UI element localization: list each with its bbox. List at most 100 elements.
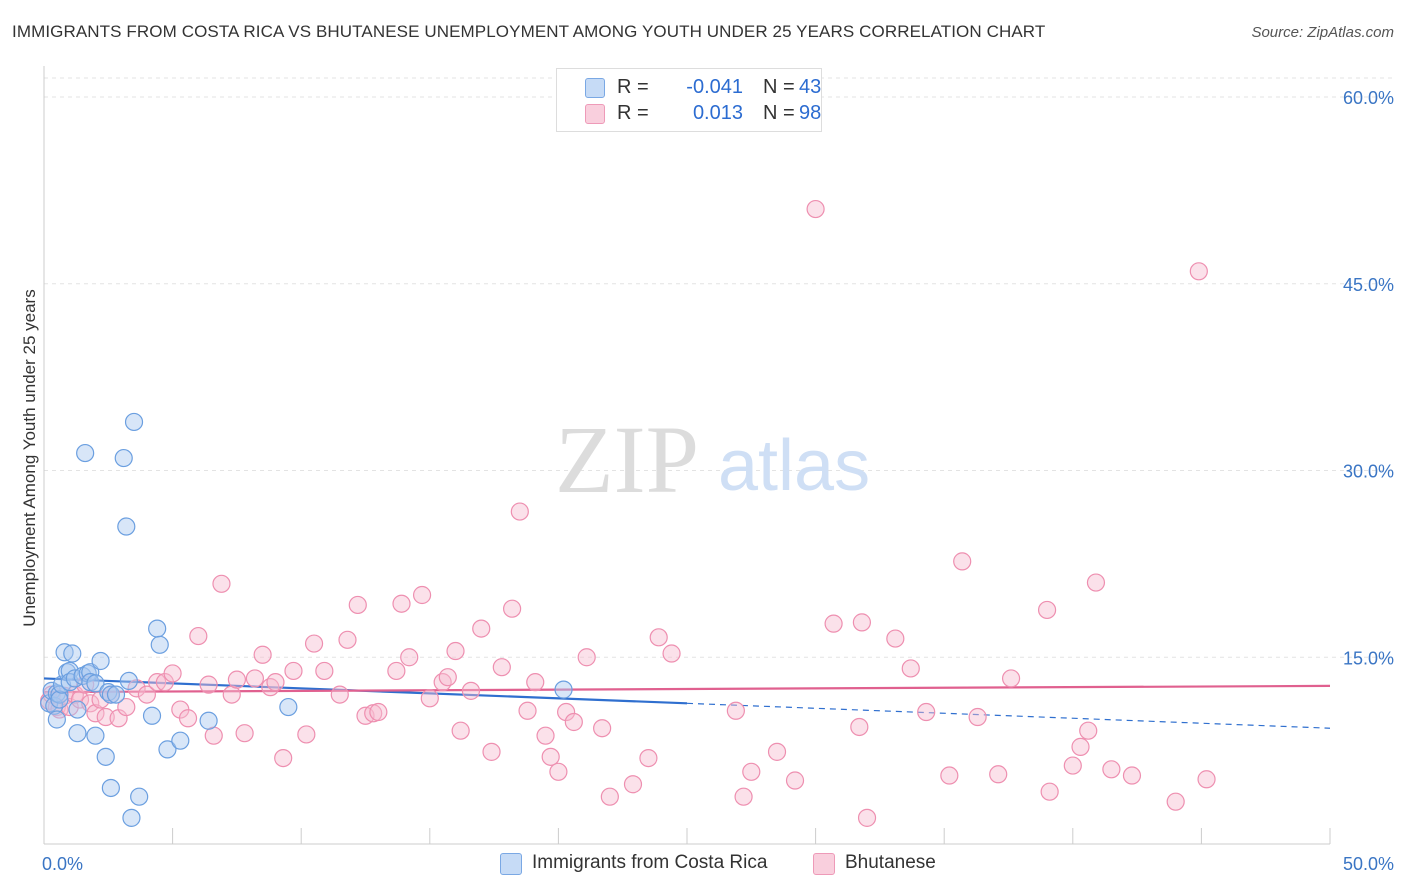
- point-costa-rica: [199, 711, 218, 730]
- point-bhutanese: [901, 659, 920, 678]
- watermark: ZIP atlas: [555, 406, 870, 513]
- point-costa-rica: [96, 747, 115, 766]
- point-bhutanese: [510, 502, 529, 521]
- point-bhutanese: [245, 669, 265, 688]
- point-bhutanese: [968, 707, 987, 727]
- point-bhutanese: [338, 630, 357, 649]
- point-bhutanese: [392, 594, 411, 613]
- point-bhutanese: [446, 641, 465, 661]
- point-costa-rica: [554, 680, 573, 699]
- point-costa-rica: [47, 710, 66, 729]
- point-costa-rica: [114, 448, 133, 468]
- y-tick-label: 45.0%: [1343, 275, 1394, 295]
- r-value: -0.041: [686, 76, 743, 98]
- point-bhutanese: [433, 673, 452, 692]
- point-bhutanese: [886, 629, 905, 648]
- point-bhutanese: [482, 742, 501, 761]
- point-costa-rica: [68, 724, 87, 743]
- point-bhutanese: [235, 724, 254, 743]
- point-bhutanese: [199, 675, 218, 694]
- point-costa-rica: [81, 663, 100, 682]
- point-costa-rica: [86, 726, 105, 745]
- point-bhutanese: [917, 702, 936, 722]
- point-bhutanese: [163, 664, 182, 683]
- axes: [43, 66, 1331, 845]
- y-tick-label: 30.0%: [1343, 462, 1394, 482]
- point-bhutanese: [593, 719, 612, 738]
- legend-swatch-blue: [500, 853, 522, 875]
- point-bhutanese: [526, 673, 545, 692]
- point-bhutanese: [451, 721, 470, 740]
- y-tick-label: 15.0%: [1343, 648, 1394, 668]
- point-costa-rica: [279, 697, 298, 717]
- point-bhutanese: [1166, 792, 1185, 811]
- point-bhutanese: [472, 619, 491, 638]
- point-bhutanese: [117, 697, 136, 717]
- point-bhutanese: [824, 614, 843, 633]
- point-bhutanese: [387, 661, 406, 681]
- y-axis-label: Unemployment Among Youth under 25 years: [20, 289, 39, 627]
- point-costa-rica: [150, 635, 169, 654]
- grid-lines: [44, 77, 1392, 658]
- point-costa-rica: [148, 619, 167, 638]
- point-bhutanese: [348, 595, 367, 615]
- n-label: N =: [763, 76, 795, 98]
- point-bhutanese: [734, 787, 753, 806]
- point-bhutanese: [852, 613, 871, 632]
- correlation-legend: R = -0.041 N = 43 R = 0.013 N = 98: [556, 68, 822, 132]
- legend-label: Immigrants from Costa Rica: [532, 852, 768, 873]
- point-costa-rica: [63, 644, 82, 663]
- point-bhutanese: [1071, 737, 1090, 756]
- trend-lines: [43, 677, 1331, 729]
- point-bhutanese: [330, 685, 349, 704]
- point-bhutanese: [400, 648, 419, 667]
- r-label: R =: [617, 102, 649, 124]
- x-tick-label: 50.0%: [1343, 854, 1394, 874]
- point-costa-rica: [117, 517, 136, 536]
- r-label: R =: [617, 76, 649, 98]
- point-bhutanese: [1189, 262, 1208, 281]
- data-points: [40, 199, 1216, 827]
- point-bhutanese: [412, 585, 432, 605]
- point-costa-rica: [130, 787, 149, 806]
- point-bhutanese: [261, 678, 280, 697]
- point-costa-rica: [86, 674, 105, 693]
- point-bhutanese: [86, 704, 105, 723]
- point-bhutanese: [438, 668, 457, 687]
- point-bhutanese: [989, 765, 1008, 784]
- point-bhutanese: [297, 725, 316, 744]
- watermark-atlas: atlas: [718, 426, 870, 506]
- n-label: N =: [763, 102, 795, 124]
- point-bhutanese: [850, 717, 869, 737]
- point-bhutanese: [503, 599, 522, 618]
- point-bhutanese: [1001, 669, 1021, 688]
- n-value: 43: [799, 76, 822, 98]
- point-costa-rica: [76, 443, 95, 463]
- y-tick-label: 60.0%: [1343, 88, 1394, 108]
- point-costa-rica: [171, 731, 190, 750]
- trend-bhutanese: [43, 684, 1331, 694]
- point-costa-rica: [158, 740, 177, 759]
- point-bhutanese: [726, 701, 745, 720]
- point-bhutanese: [315, 661, 334, 681]
- point-costa-rica: [50, 690, 69, 709]
- point-bhutanese: [953, 552, 972, 571]
- legend-swatch-blue: [585, 78, 605, 98]
- trend-costa-rica-extension: [686, 702, 1331, 729]
- point-costa-rica: [68, 700, 87, 719]
- point-bhutanese: [1102, 760, 1121, 779]
- point-bhutanese: [1040, 782, 1059, 801]
- point-bhutanese: [253, 645, 272, 664]
- point-bhutanese: [137, 685, 156, 704]
- point-bhutanese: [577, 648, 596, 667]
- tick-labels: 15.0% 30.0% 45.0% 60.0% 0.0% 50.0%: [42, 88, 1394, 874]
- point-bhutanese: [649, 628, 668, 647]
- point-costa-rica: [142, 706, 162, 725]
- point-bhutanese: [461, 681, 481, 700]
- point-bhutanese: [662, 644, 681, 663]
- legend-label: Bhutanese: [845, 852, 936, 873]
- point-bhutanese: [857, 808, 877, 827]
- x-tick-label: 0.0%: [42, 854, 83, 874]
- point-bhutanese: [189, 626, 208, 646]
